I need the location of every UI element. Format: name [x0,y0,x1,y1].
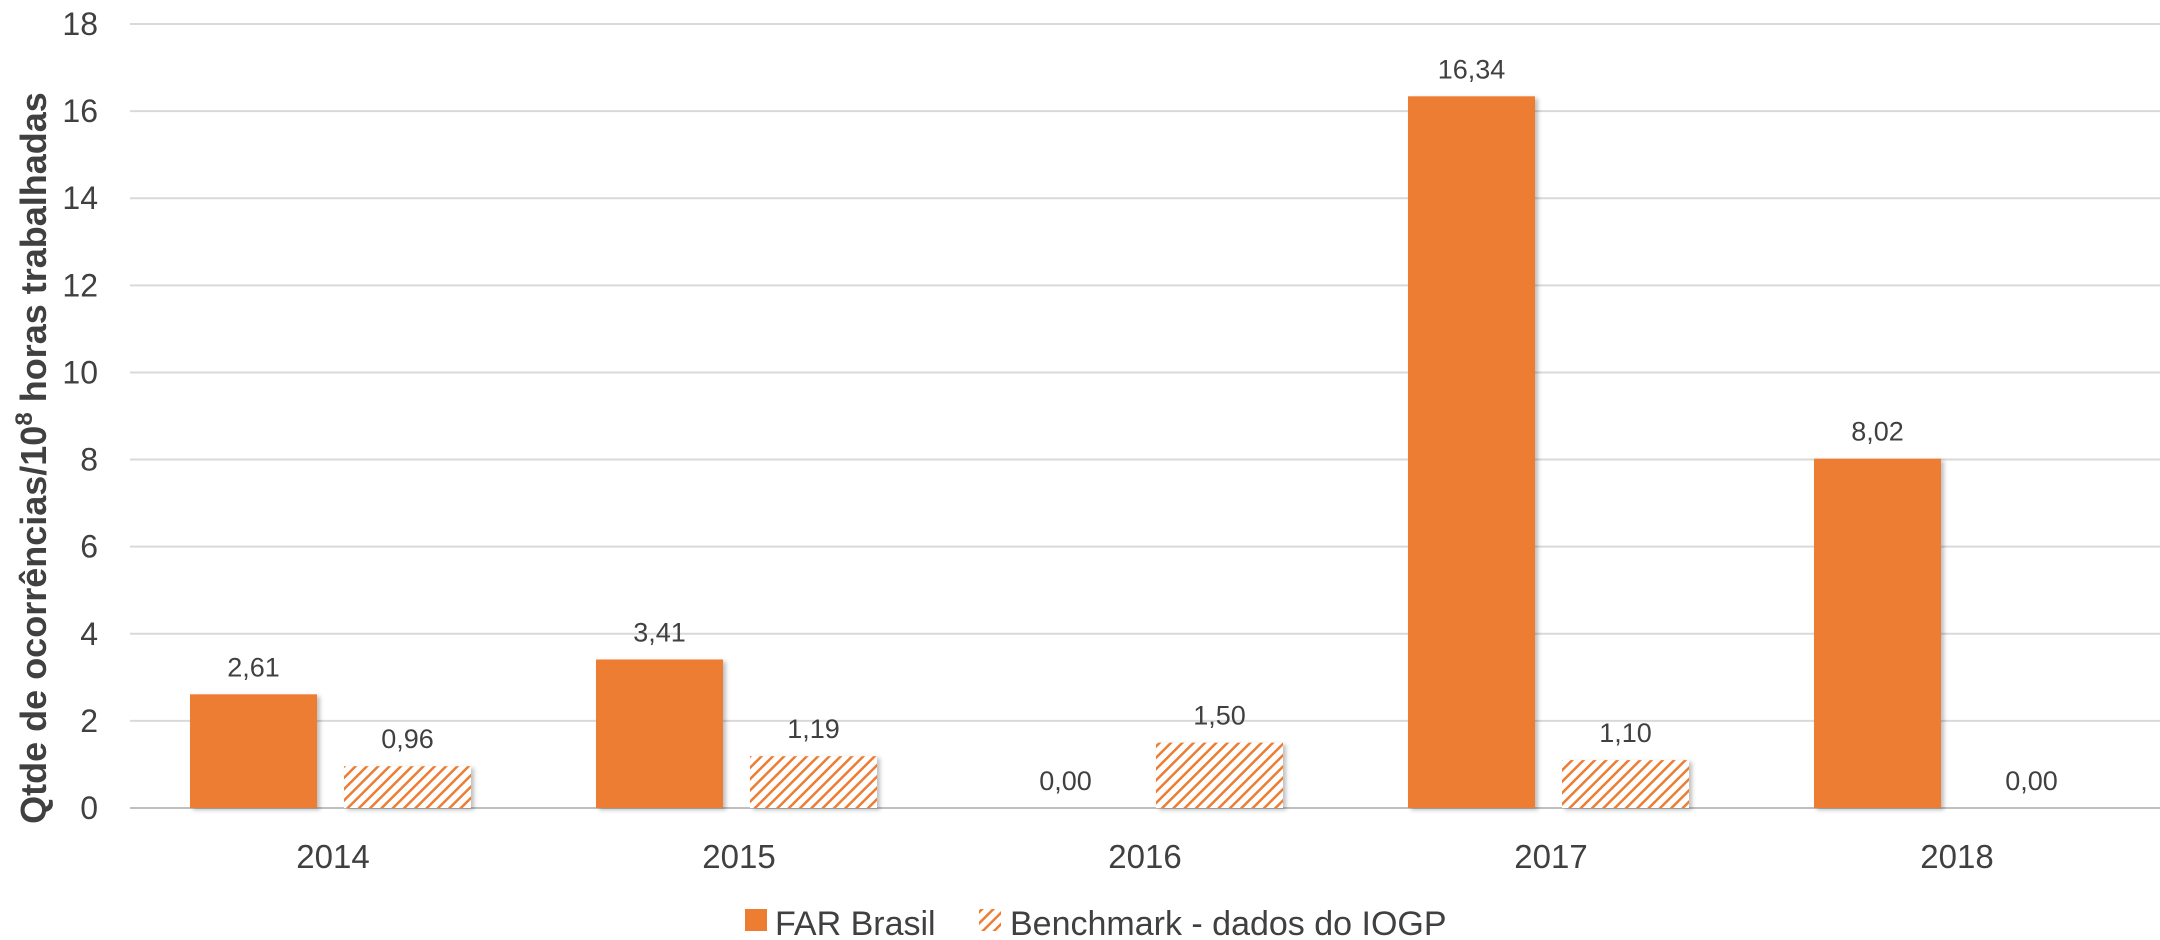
x-tick-label: 2016 [1108,838,1181,875]
y-axis-title: Qtde de ocorrências/108 horas trabalhada… [11,92,54,824]
legend-label-benchmark: Benchmark - dados do IOGP [1010,905,1447,940]
x-tick-label: 2015 [702,838,775,875]
data-label: 0,00 [1039,766,1092,796]
legend-swatch-benchmark [979,909,1001,931]
bars [190,96,1941,808]
bar-far-brasil [1814,458,1941,808]
data-label: 1,19 [787,714,840,744]
y-tick-label: 6 [80,529,98,565]
data-label: 0,00 [2005,766,2058,796]
legend-swatch-far-brasil [745,909,767,931]
data-label: 1,50 [1193,701,1246,731]
y-tick-label: 8 [80,442,98,478]
y-tick-label: 18 [62,6,98,42]
x-axis-category-labels: 2014 2015 2016 2017 2018 [296,838,1993,875]
data-label: 16,34 [1438,54,1506,84]
x-tick-label: 2014 [296,838,369,875]
y-tick-label: 16 [62,93,98,129]
y-tick-label: 4 [80,616,98,652]
gridlines [130,23,2160,809]
bar-benchmark [750,756,877,808]
legend: FAR Brasil Benchmark - dados do IOGP [745,905,1447,940]
legend-label-far-brasil: FAR Brasil [775,905,936,940]
bar-benchmark [1156,742,1283,808]
data-label: 0,96 [381,724,434,754]
data-label: 8,02 [1851,417,1904,447]
y-axis-tick-labels: 0 2 4 6 8 10 12 14 16 18 [62,6,98,826]
x-tick-label: 2017 [1514,838,1587,875]
bar-benchmark [344,766,471,808]
bar-far-brasil [1408,96,1535,808]
bar-far-brasil [190,694,317,808]
data-label: 2,61 [227,652,280,682]
y-tick-label: 14 [62,180,98,216]
data-labels: 2,61 0,96 3,41 1,19 0,00 1,50 16,34 1,10 8,02 0,0… [227,54,2058,796]
data-label: 1,10 [1599,718,1652,748]
y-tick-label: 12 [62,267,98,303]
y-tick-label: 2 [80,703,98,739]
bar-benchmark [1562,760,1689,808]
y-tick-label: 10 [62,354,98,390]
x-tick-label: 2018 [1920,838,1993,875]
y-tick-label: 0 [80,790,98,826]
bar-far-brasil [596,659,723,808]
data-label: 3,41 [633,617,686,647]
